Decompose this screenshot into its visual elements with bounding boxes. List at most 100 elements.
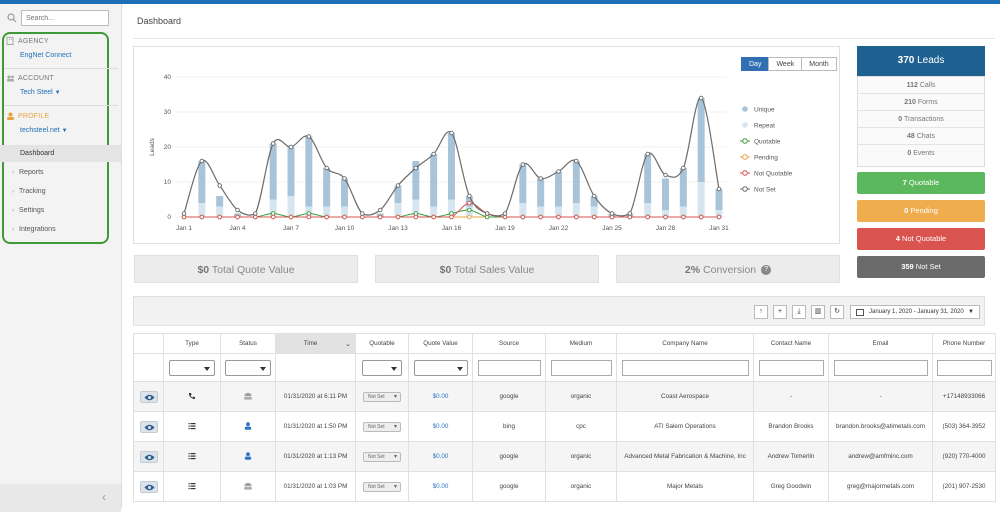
company-cell: Advanced Metal Fabrication & Machine, In… [616, 441, 754, 472]
x-tick-label: Jan 19 [495, 225, 515, 232]
quote-value-link[interactable]: $0.00 [432, 393, 449, 400]
point-not-set [663, 172, 668, 178]
quotable-select[interactable]: Not Set [363, 421, 401, 432]
medium-filter-input[interactable] [550, 359, 612, 376]
view-cell [133, 411, 164, 442]
sidebar-item-settings[interactable]: › Settings [12, 207, 45, 214]
point-not-set [698, 95, 704, 101]
type-cell [163, 441, 221, 472]
legend-swatch-repeat [742, 122, 748, 128]
legend-swatch-not-quotable [742, 170, 748, 176]
search-input[interactable] [21, 10, 109, 26]
point-not-set [502, 211, 508, 216]
not-quotable-filter-button[interactable]: 4 Not Quotable [857, 228, 985, 250]
pending-filter-button[interactable]: 0 Pending [857, 200, 985, 222]
col-header-contact-name[interactable]: Contact Name [753, 333, 829, 354]
contact-filter-input[interactable] [758, 359, 824, 376]
bar-unique [216, 196, 224, 207]
leads-table: Type Status Time ⌄ Quotable Quote Value … [133, 333, 996, 502]
total-quote-value-card: $0 Total Quote Value [134, 255, 358, 283]
sidebar-item-dashboard[interactable]: Dashboard [0, 145, 121, 162]
col-header-status[interactable]: Status [220, 333, 276, 354]
company-filter-input[interactable] [621, 359, 749, 376]
columns-icon: ▥ [814, 308, 822, 315]
email-filter-input[interactable] [833, 359, 928, 376]
bar-unique [715, 189, 723, 210]
main-content: Dashboard Day Week Month 0 10 20 30 40 Leads J… [123, 4, 1000, 508]
profile-section-label: PROFILE [6, 112, 49, 120]
bar-repeat [412, 199, 420, 217]
download-button[interactable]: ⤓ [792, 305, 806, 319]
columns-button[interactable]: ▥ [811, 305, 825, 319]
quote-value-filter-select[interactable] [413, 359, 468, 376]
quotable-filter-button[interactable]: 7 Quotable [857, 172, 985, 194]
view-lead-button[interactable] [139, 450, 158, 463]
range-day-button[interactable]: Day [741, 57, 770, 71]
sidebar-item-reports[interactable]: › Reports [12, 169, 44, 176]
filter-cell [275, 353, 356, 382]
medium-cell: organic [545, 381, 617, 412]
quotable-select[interactable]: Not Set [363, 481, 401, 492]
point-not-quotable [698, 214, 704, 220]
account-dropdown[interactable]: Tech Steel ▼ [20, 89, 61, 96]
bar-repeat [555, 206, 562, 217]
quote-value-cell: $0.00 [408, 441, 473, 472]
col-header-company-name[interactable]: Company Name [616, 333, 754, 354]
quote-value-link[interactable]: $0.00 [432, 453, 449, 460]
profile-dropdown[interactable]: techsteel.net ▼ [20, 127, 68, 134]
date-range-picker[interactable]: January 1, 2020 - January 31, 2020 ▼ [850, 305, 980, 319]
col-header-quotable[interactable]: Quotable [355, 333, 409, 354]
table-row: 01/31/2020 at 1:03 PM Not Set $0.00 googleo… [133, 471, 996, 502]
not-set-filter-button[interactable]: 359 Not Set [857, 256, 985, 278]
add-button[interactable]: + [773, 305, 787, 319]
sidebar-collapse-button[interactable]: ‹ [0, 484, 121, 512]
col-header-type[interactable]: Type [163, 333, 221, 354]
quote-value-link[interactable]: $0.00 [432, 483, 449, 490]
type-filter-select[interactable] [169, 359, 215, 376]
source-cell: google [472, 381, 546, 412]
view-lead-button[interactable] [139, 390, 158, 403]
contact-cell: Greg Goodwin [753, 471, 829, 502]
caret-down-icon: ▼ [968, 309, 974, 315]
sidebar-item-integrations[interactable]: › Integrations [12, 226, 56, 233]
range-month-button[interactable]: Month [801, 57, 837, 71]
x-tick-label: Jan 28 [656, 225, 676, 232]
col-header-phone-number[interactable]: Phone Number [932, 333, 996, 354]
email-cell: andrew@amfminc.com [828, 441, 933, 472]
range-week-button[interactable]: Week [768, 57, 803, 71]
y-tick-label: 30 [164, 109, 172, 116]
caret-down-icon: ▼ [61, 128, 68, 134]
source-filter-input[interactable] [477, 359, 541, 376]
quotable-filter-select[interactable] [362, 359, 402, 376]
quote-value-link[interactable]: $0.00 [432, 423, 449, 430]
refresh-button[interactable]: ↻ [830, 305, 844, 319]
status-filter-select[interactable] [225, 359, 271, 376]
point-not-set [609, 211, 615, 216]
view-lead-button[interactable] [139, 420, 158, 433]
search-icon [7, 13, 17, 23]
point-not-quotable [235, 214, 240, 220]
bar-repeat [697, 182, 705, 217]
type-cell [163, 471, 221, 502]
help-icon[interactable]: ? [761, 265, 772, 276]
point-not-set [288, 144, 294, 150]
col-header-source[interactable]: Source [472, 333, 546, 354]
quote-value-cell: $0.00 [408, 471, 473, 502]
quotable-select[interactable]: Not Set [363, 451, 401, 462]
sidebar-item-tracking[interactable]: › Tracking [12, 188, 46, 195]
agency-link[interactable]: EngNet Connect [20, 52, 72, 59]
sort-up-button[interactable]: ↑ [754, 305, 768, 319]
legend-label: Pending [754, 154, 778, 161]
bar-unique [519, 164, 527, 203]
col-header-time[interactable]: Time ⌄ [275, 333, 356, 354]
col-header-quote-value[interactable]: Quote Value [408, 333, 473, 354]
leads-chart: 0 10 20 30 40 Leads Jan 1 Jan 4 Jan 7 Jan 10 Jan 1… [149, 74, 793, 232]
bar-unique [662, 178, 669, 210]
col-header-email[interactable]: Email [828, 333, 933, 354]
view-lead-button[interactable] [139, 480, 158, 493]
quotable-select[interactable]: Not Set [363, 391, 401, 402]
col-header-medium[interactable]: Medium [545, 333, 617, 354]
sort-desc-icon: ⌄ [345, 340, 351, 348]
phone-filter-input[interactable] [936, 359, 992, 376]
bar-unique [412, 161, 420, 200]
